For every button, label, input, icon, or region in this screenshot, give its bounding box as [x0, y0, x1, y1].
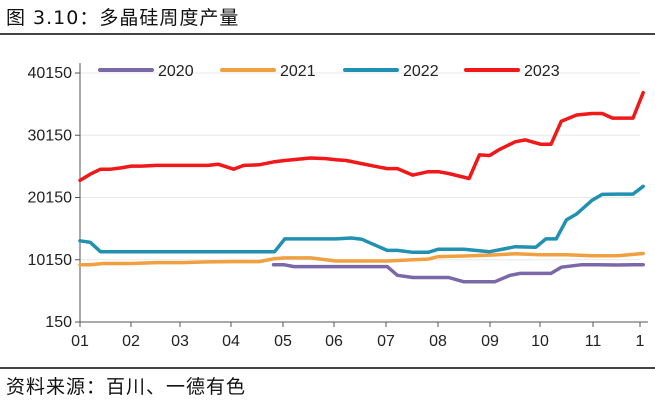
y-tick-label: 30150	[28, 127, 73, 144]
legend-label-2022: 2022	[403, 63, 439, 80]
x-tick-label: 11	[585, 333, 602, 350]
x-tick-label: 07	[377, 333, 395, 350]
series-line-2022	[78, 184, 645, 255]
source-note: 资料来源：百川、一德有色	[6, 376, 247, 398]
x-tick-label: 08	[429, 333, 447, 350]
series-lines	[78, 90, 645, 284]
x-tick-label: 04	[222, 333, 240, 350]
legend: 2020 2021 2022 2023	[98, 63, 560, 80]
axes: 150 10150 20150 30150 40150 01 02 03 04 05 06 07 08 0…	[28, 63, 648, 350]
legend-label-2020: 2020	[158, 63, 194, 80]
x-tick-label: 06	[325, 333, 343, 350]
series-line-2020	[271, 262, 645, 284]
x-tick-label: 02	[122, 333, 140, 350]
source-divider	[0, 367, 655, 369]
figure-title: 图 3.10：多晶硅周度产量	[6, 7, 240, 29]
x-tick-label: 01	[71, 333, 89, 350]
y-tick-label: 40150	[28, 65, 73, 82]
x-tick-label: 10	[531, 333, 549, 350]
x-tick-label: 03	[171, 333, 189, 350]
title-divider	[0, 33, 655, 35]
y-tick-label: 150	[45, 314, 72, 331]
legend-label-2021: 2021	[280, 63, 316, 80]
y-tick-label: 20150	[28, 190, 73, 207]
series-line-2021	[78, 251, 645, 267]
x-tick-label: 1	[636, 333, 645, 350]
y-tick-label: 10150	[28, 252, 73, 269]
x-tick-label: 05	[274, 333, 292, 350]
x-tick-label: 09	[481, 333, 499, 350]
legend-label-2023: 2023	[524, 63, 560, 80]
series-line-2023	[78, 90, 645, 183]
